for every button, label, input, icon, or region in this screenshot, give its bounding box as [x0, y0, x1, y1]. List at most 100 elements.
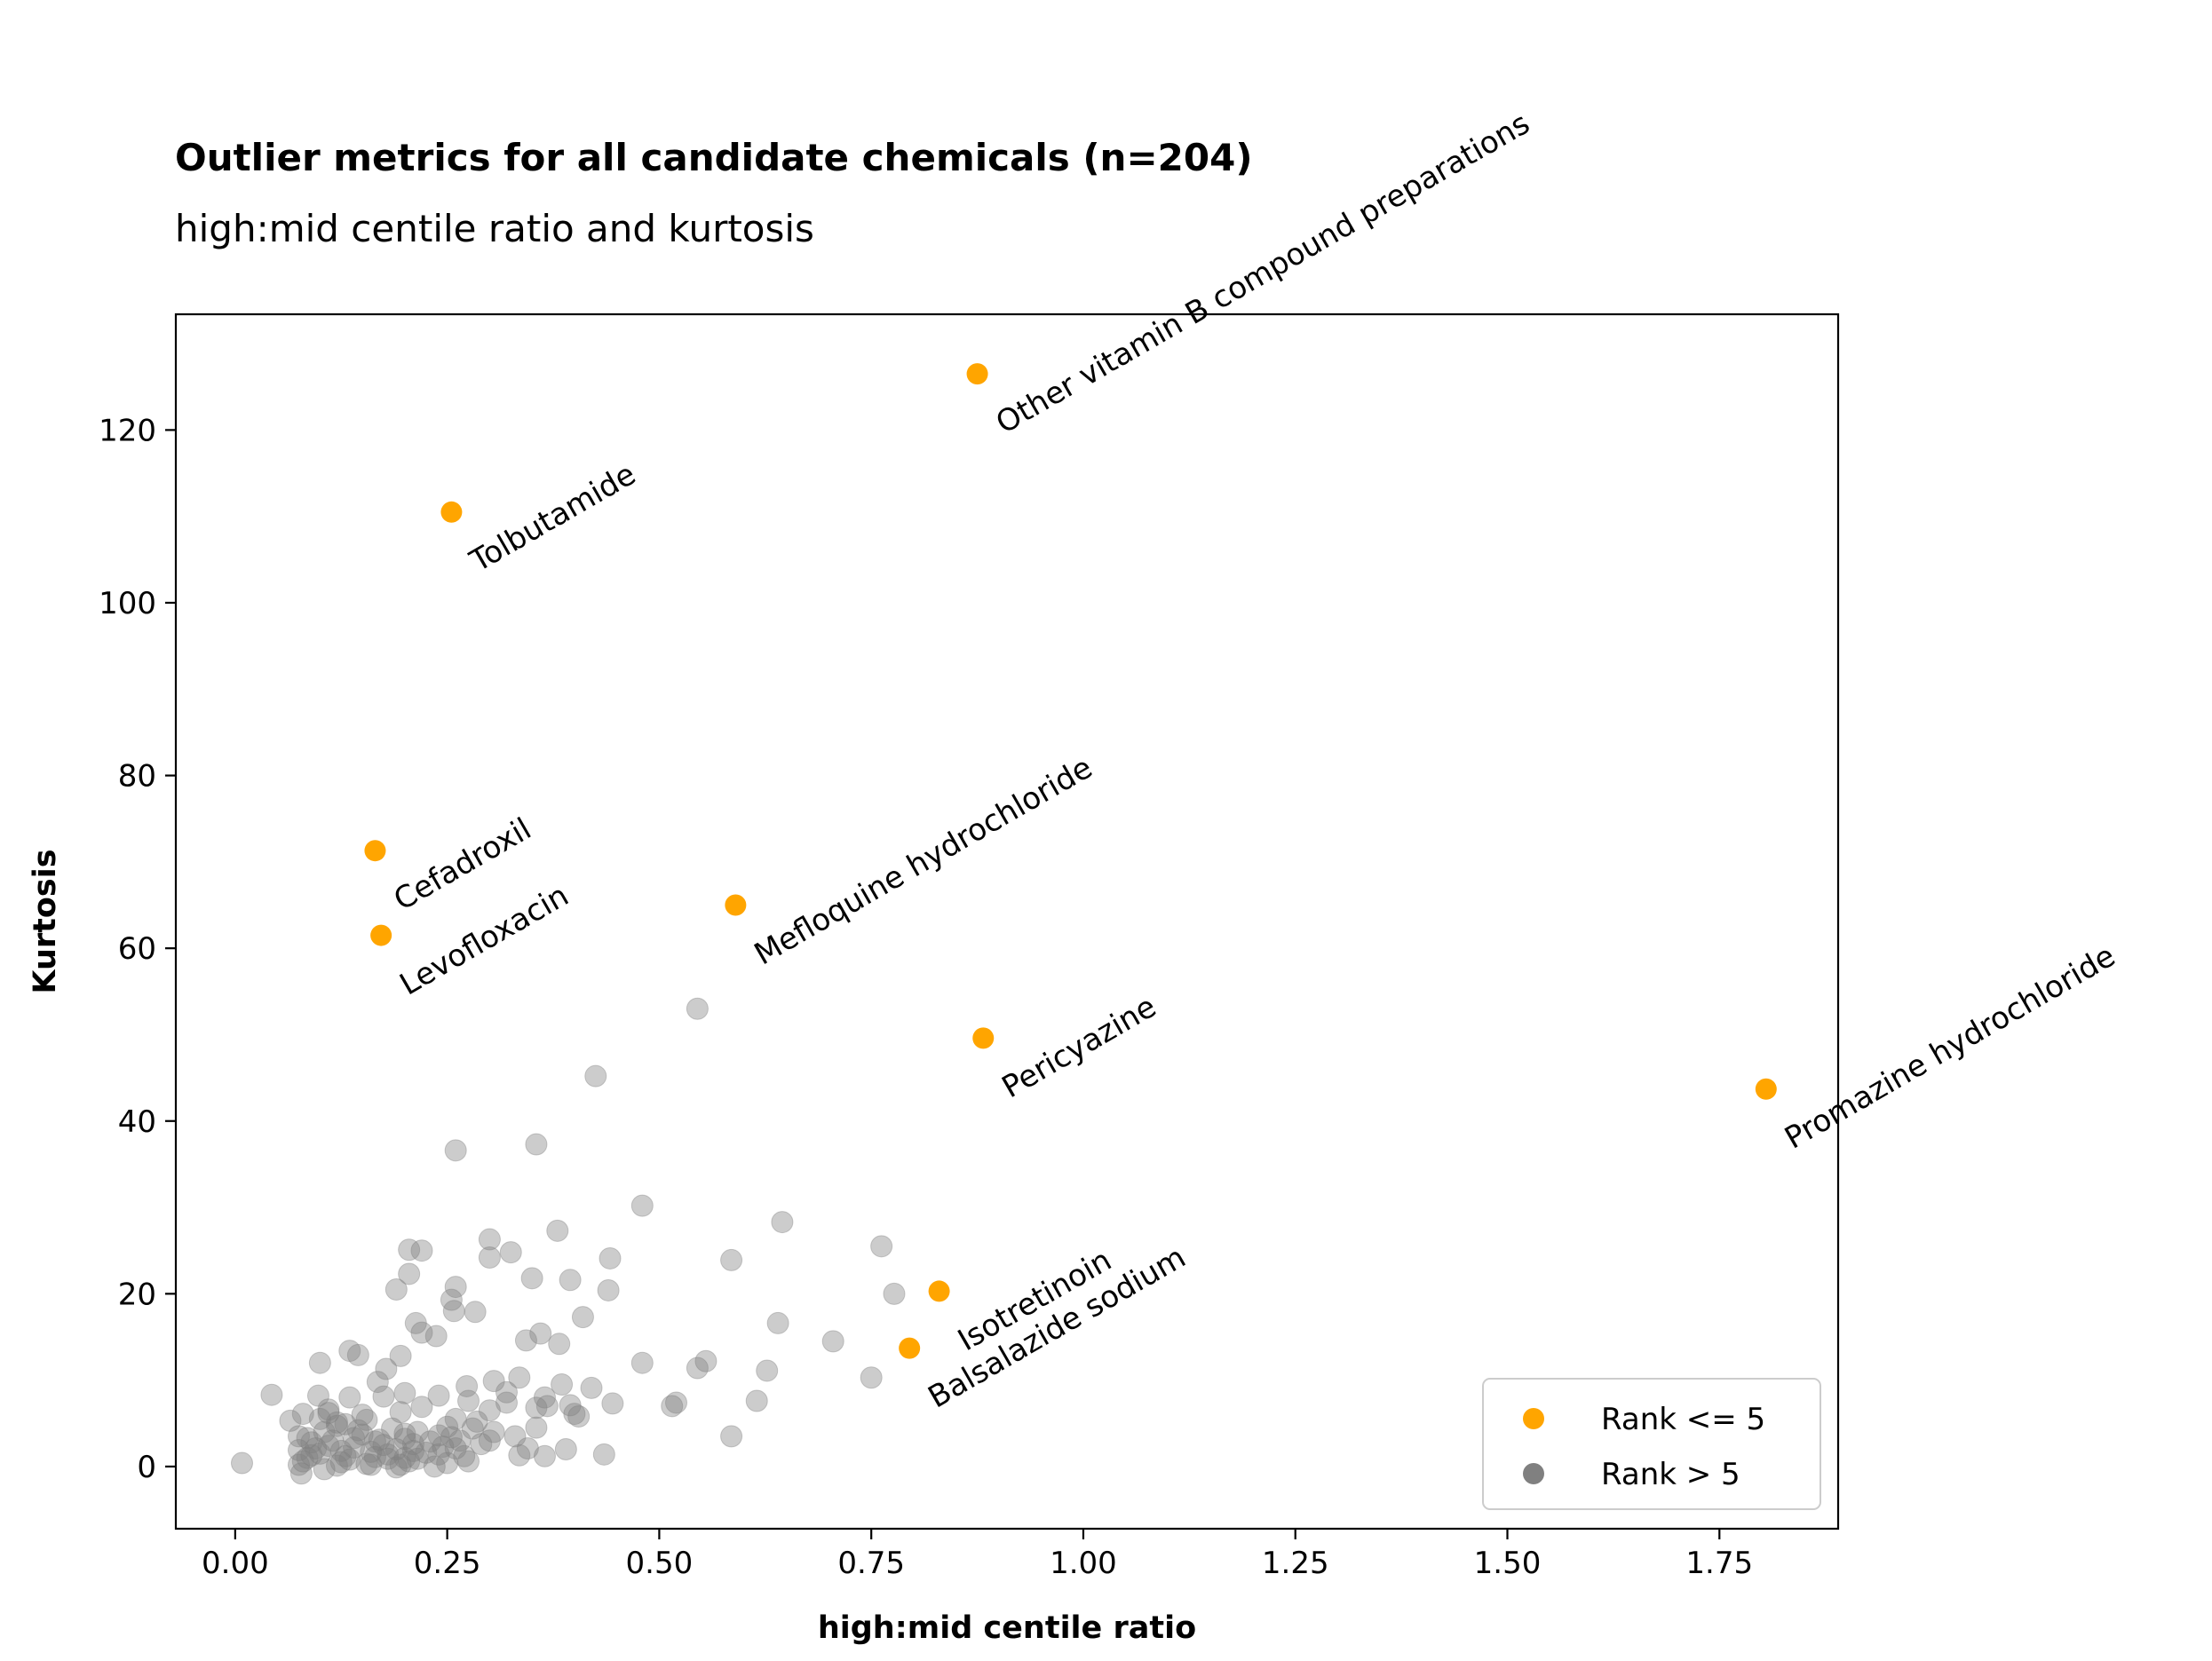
x-tick-label: 0.75: [837, 1546, 905, 1581]
data-point-rest: [424, 1325, 448, 1348]
data-point-rest: [427, 1384, 450, 1407]
data-point-rest: [346, 1343, 369, 1366]
data-point-rest: [287, 1438, 310, 1461]
y-tick-label: 0: [137, 1450, 156, 1485]
data-point-rest: [597, 1278, 620, 1301]
data-point-rest: [230, 1451, 253, 1475]
plot-area-frame: [174, 312, 1840, 1530]
x-tick-label: 0.25: [414, 1546, 481, 1581]
data-point-rest: [317, 1398, 340, 1421]
data-point-top: [364, 840, 386, 862]
data-point-rest: [508, 1443, 531, 1467]
data-point-rest: [360, 1453, 383, 1476]
data-point-rest: [355, 1408, 378, 1431]
data-point-rest: [444, 1139, 467, 1162]
y-axis: 0 20 40 60 80 100 120: [99, 413, 176, 1485]
data-point-rest: [520, 1267, 543, 1290]
data-point-rest: [533, 1444, 556, 1467]
data-point-top: [972, 1027, 995, 1049]
data-point-rest: [368, 1428, 391, 1451]
y-axis-label: Kurtosis: [28, 849, 63, 993]
data-point-rest: [325, 1411, 348, 1434]
data-point-rest: [410, 1321, 433, 1344]
data-point-rest: [514, 1329, 537, 1352]
data-point-rest: [389, 1344, 412, 1367]
data-point-rest: [478, 1429, 501, 1452]
data-point-rest: [444, 1437, 467, 1460]
data-point-top: [725, 894, 747, 916]
data-point-rest: [686, 997, 709, 1020]
data-point-rest: [516, 1437, 539, 1460]
data-point-rest: [771, 1211, 794, 1234]
x-tick-label: 1.50: [1474, 1546, 1542, 1581]
data-point-rest: [554, 1437, 577, 1460]
data-point-rest: [343, 1436, 366, 1459]
data-point-rest: [393, 1428, 416, 1451]
data-point-rest: [436, 1451, 459, 1475]
data-point-top: [966, 363, 988, 385]
data-point-rest: [525, 1133, 548, 1156]
data-point-rest: [551, 1373, 574, 1396]
data-point-rest: [300, 1443, 323, 1467]
data-point-rest: [440, 1426, 463, 1449]
data-point-rest: [300, 1431, 323, 1454]
data-point-rest: [351, 1423, 374, 1446]
data-point-rest: [457, 1450, 480, 1473]
data-point-rest: [393, 1422, 416, 1445]
data-point-top: [899, 1337, 921, 1359]
data-point-rest: [563, 1403, 586, 1426]
legend-box: [1482, 1378, 1821, 1510]
data-point-rest: [406, 1447, 429, 1470]
y-tick-label: 100: [99, 586, 156, 621]
data-point-rest: [404, 1311, 427, 1334]
data-point-rest: [661, 1395, 684, 1418]
data-point-rest: [601, 1392, 624, 1415]
top-series: [364, 363, 1777, 1359]
data-point-rest: [334, 1444, 357, 1467]
data-point-rest: [287, 1425, 310, 1448]
x-tick-label: 1.75: [1685, 1546, 1753, 1581]
data-point-rest: [306, 1384, 329, 1407]
data-point-rest: [883, 1282, 906, 1305]
data-point-rest: [366, 1371, 389, 1394]
data-point-rest: [419, 1430, 442, 1453]
data-point-rest: [363, 1445, 386, 1468]
data-point-top: [1755, 1078, 1777, 1100]
data-point-rest: [499, 1241, 522, 1264]
data-point-rest: [360, 1440, 383, 1463]
data-point-rest: [291, 1403, 314, 1426]
data-point-rest: [393, 1381, 416, 1404]
x-tick-label: 1.25: [1262, 1546, 1329, 1581]
data-point-rest: [305, 1437, 328, 1460]
data-point-rest: [548, 1333, 571, 1356]
data-point-rest: [308, 1407, 331, 1430]
data-point-rest: [440, 1288, 463, 1311]
data-point-rest: [398, 1238, 421, 1262]
data-point-rest: [279, 1409, 302, 1432]
y-tick-label: 40: [118, 1104, 156, 1140]
data-point-rest: [665, 1391, 688, 1414]
data-point-rest: [766, 1311, 789, 1334]
data-point-rest: [745, 1389, 768, 1412]
data-point-rest: [406, 1420, 429, 1443]
data-point-rest: [630, 1194, 654, 1217]
data-point-rest: [525, 1396, 548, 1420]
data-point-rest: [535, 1395, 559, 1418]
data-point-rest: [465, 1410, 488, 1433]
data-point-rest: [401, 1439, 424, 1462]
data-point-rest: [289, 1462, 313, 1485]
data-point-rest: [584, 1064, 607, 1088]
data-point-top: [370, 924, 392, 946]
data-point-rest: [423, 1455, 446, 1478]
data-point-rest: [363, 1430, 386, 1453]
data-point-rest: [580, 1376, 603, 1399]
data-point-rest: [389, 1453, 412, 1476]
data-point-rest: [461, 1417, 484, 1440]
data-point-rest: [478, 1228, 501, 1251]
data-point-rest: [377, 1443, 400, 1466]
x-axis-label: high:mid centile ratio: [818, 1610, 1196, 1646]
data-point-rest: [260, 1383, 283, 1406]
data-point-rest: [377, 1447, 400, 1470]
data-point-rest: [389, 1401, 412, 1424]
